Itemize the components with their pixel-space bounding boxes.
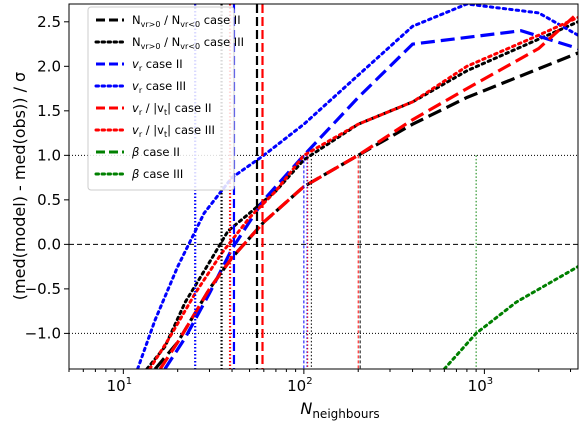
x-axis-label-sub: neighbours	[312, 407, 379, 421]
y-tick-label-7: 2.5	[37, 13, 61, 31]
x-axis-label: Nneighbours	[300, 399, 379, 421]
legend-label-1: Nvr>0 / Nvr<0 case III	[132, 35, 244, 51]
crossing-markers	[194, 4, 477, 369]
y-tick-label-0: −1.0	[25, 324, 61, 342]
legend-label-6: β case II	[131, 145, 180, 159]
x-tick-label-2: 103	[468, 376, 493, 395]
series-line-2	[163, 29, 578, 369]
legend-label-7: β case III	[131, 167, 183, 181]
legend-label-0: Nvr>0 / Nvr<0 case II	[132, 13, 241, 29]
legend-label-5: vr / |vt| case III	[132, 123, 215, 139]
x-tick-label-0: 101	[107, 376, 132, 395]
legend-label-4: vr / |vt| case II	[132, 101, 212, 117]
plot-frame	[68, 3, 579, 370]
series-line-5	[148, 15, 578, 369]
series-line-3	[136, 4, 578, 369]
x-axis-label-main: N	[300, 399, 312, 418]
y-tick-label-6: 2.0	[37, 57, 61, 75]
axis-ticks: −1.0 −0.5 0.0 0.5 1.0 1.5 2.0 2.5 101 102 103	[25, 13, 572, 395]
legend-label-2: vr case II	[132, 57, 183, 73]
y-tick-label-2: 0.0	[37, 235, 61, 253]
series-line-7	[442, 265, 578, 369]
y-tick-label-1: −0.5	[25, 280, 61, 298]
y-tick-label-4: 1.0	[37, 146, 61, 164]
x-tick-label-1: 102	[287, 376, 312, 395]
legend: Nvr>0 / Nvr<0 case II Nvr>0 / Nvr<0 case …	[87, 6, 244, 191]
legend-label-3: vr case III	[132, 79, 186, 95]
y-axis-label: (med(model) - med(obs)) / σ	[10, 72, 29, 300]
y-tick-label-5: 1.5	[37, 102, 61, 120]
legend-box	[87, 6, 235, 191]
y-tick-label-3: 0.5	[37, 191, 61, 209]
